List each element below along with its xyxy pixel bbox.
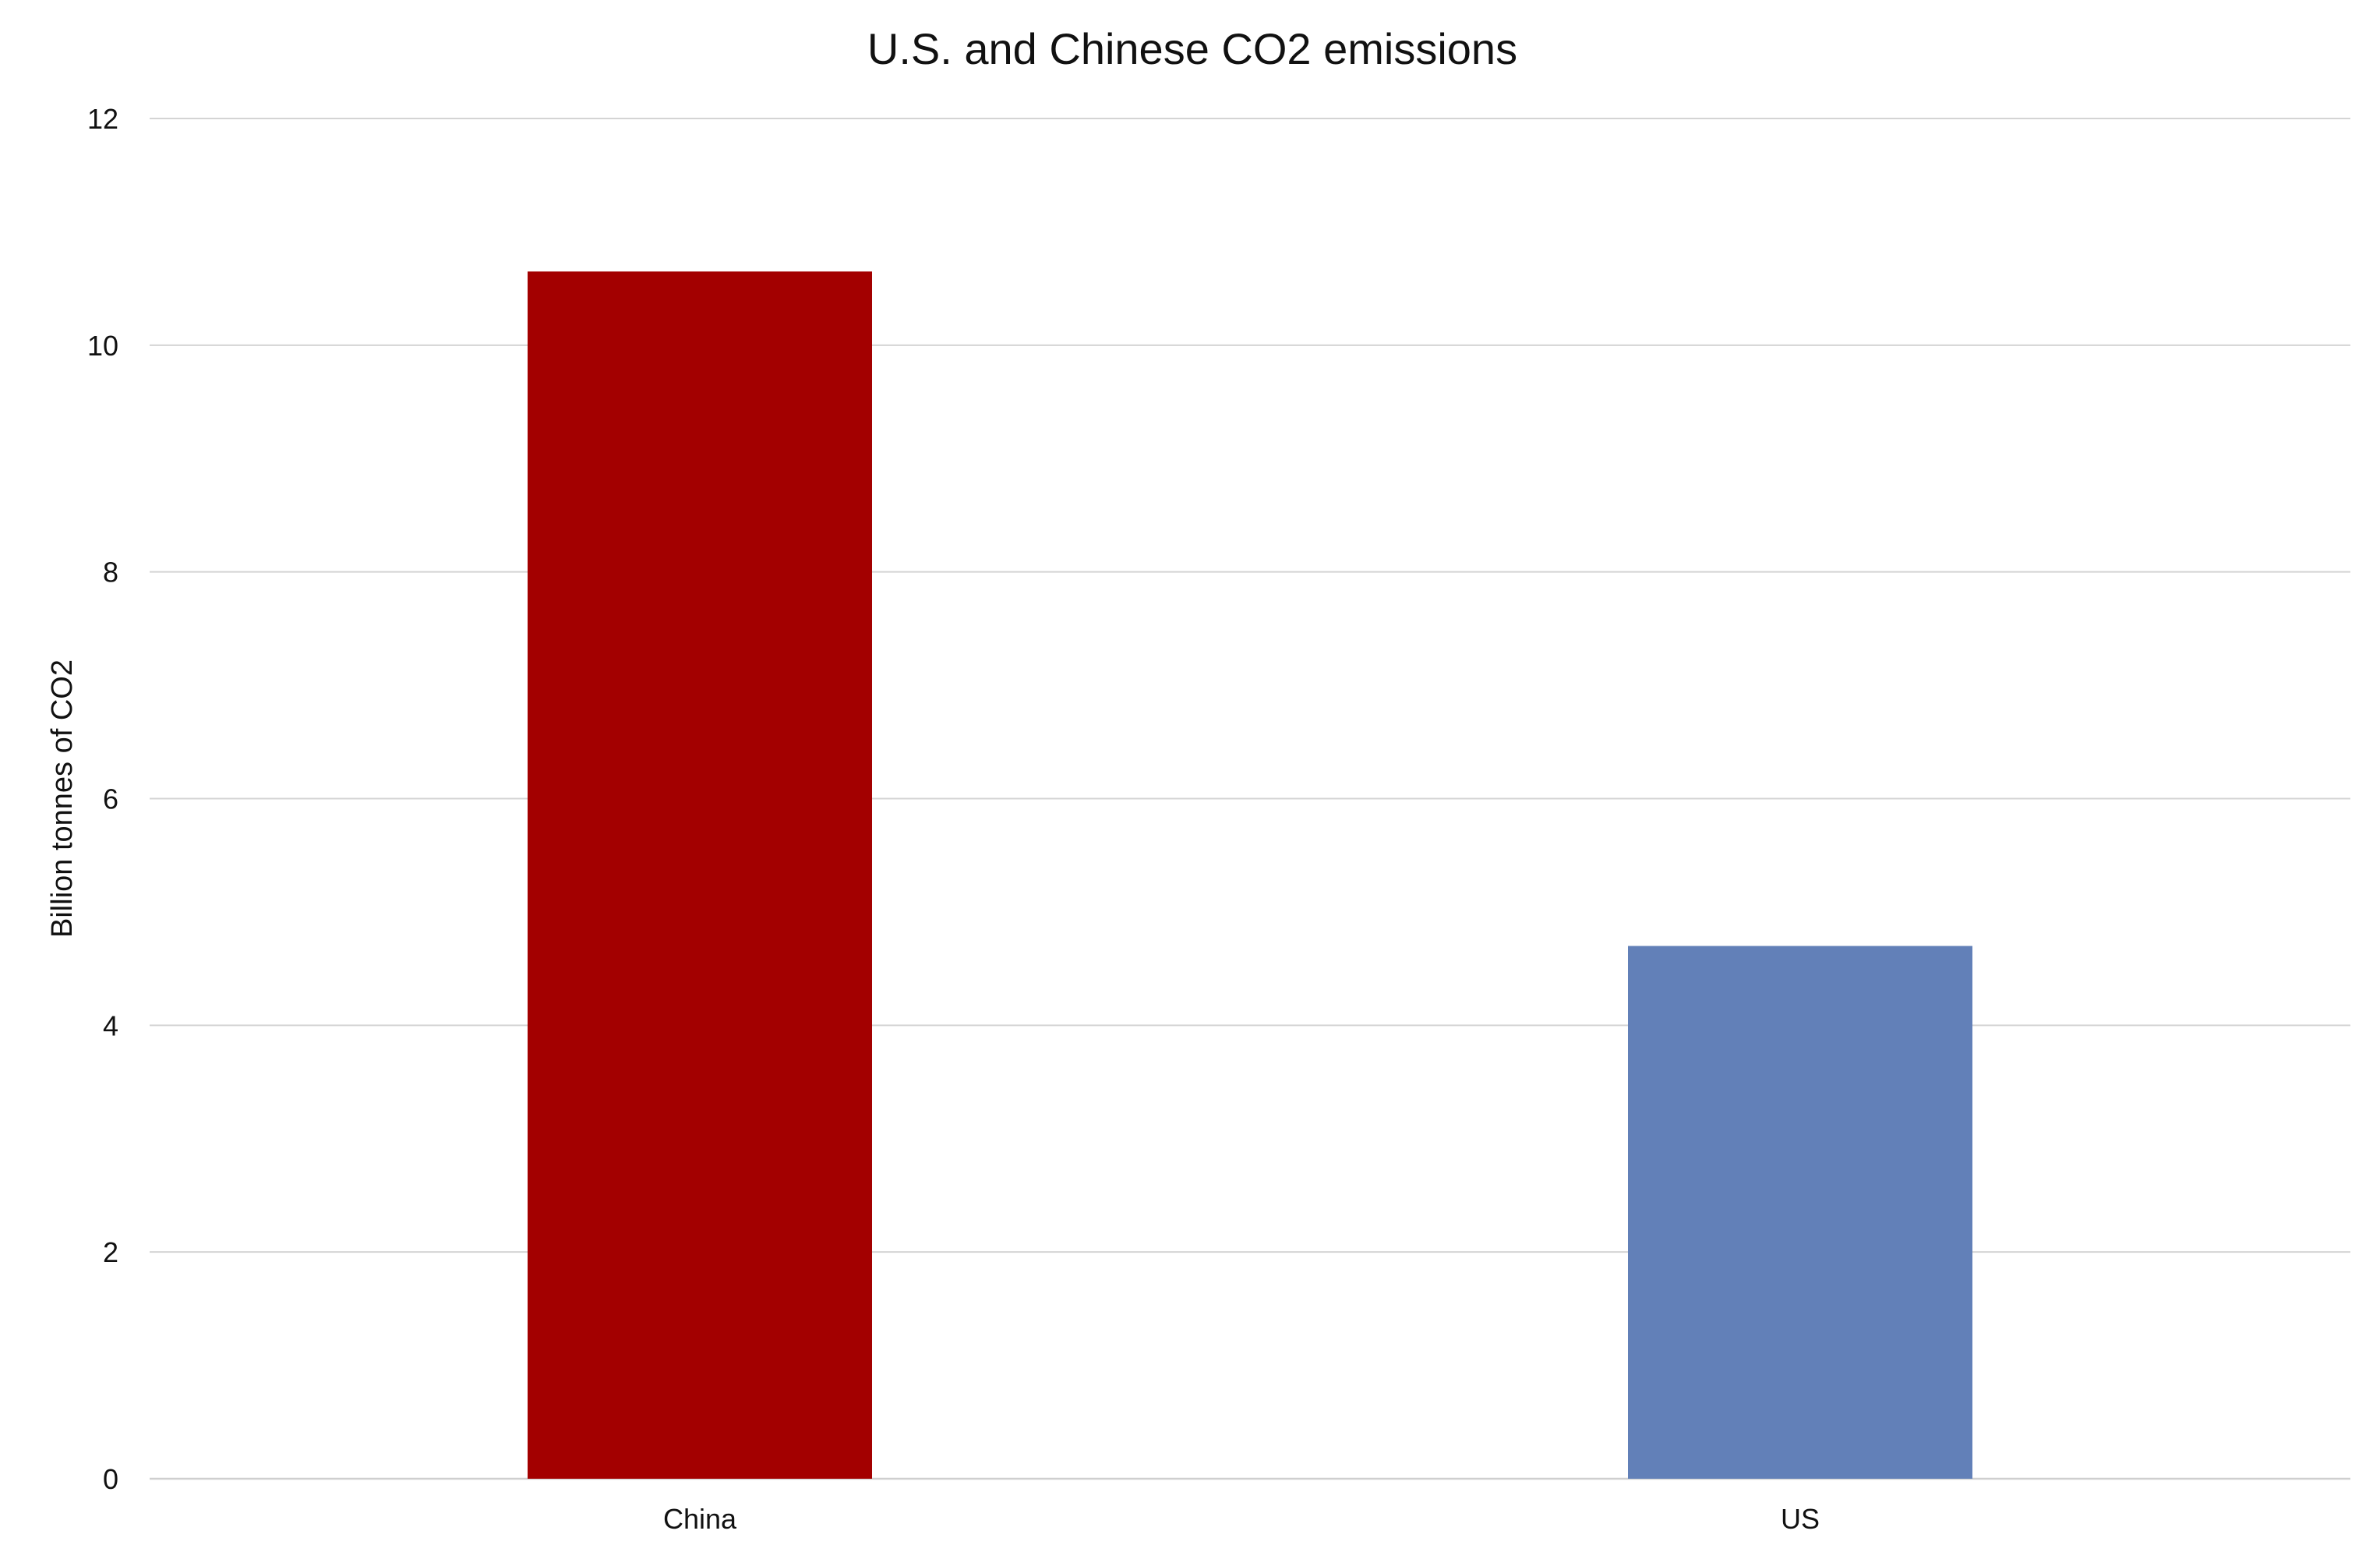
y-tick-label: 8: [103, 557, 118, 589]
x-tick-label: China: [663, 1503, 737, 1535]
bar-china: [528, 271, 872, 1479]
y-axis-label: Billion tonnes of CO2: [46, 659, 79, 938]
y-tick-label: 12: [87, 103, 118, 135]
chart-title: U.S. and Chinese CO2 emissions: [867, 24, 1517, 73]
x-tick-label: US: [1781, 1503, 1820, 1535]
y-tick-label: 4: [103, 1009, 118, 1041]
y-tick-label: 0: [103, 1463, 118, 1495]
y-tick-label: 10: [87, 330, 118, 362]
gridlines: [150, 118, 2350, 1480]
y-tick-labels: 0 2 4 6 8 10 12: [87, 103, 118, 1495]
x-tick-labels: China US: [663, 1503, 1820, 1535]
y-tick-label: 6: [103, 783, 118, 815]
bars: [528, 271, 1972, 1479]
bar-us: [1628, 946, 1972, 1479]
y-tick-label: 2: [103, 1236, 118, 1268]
